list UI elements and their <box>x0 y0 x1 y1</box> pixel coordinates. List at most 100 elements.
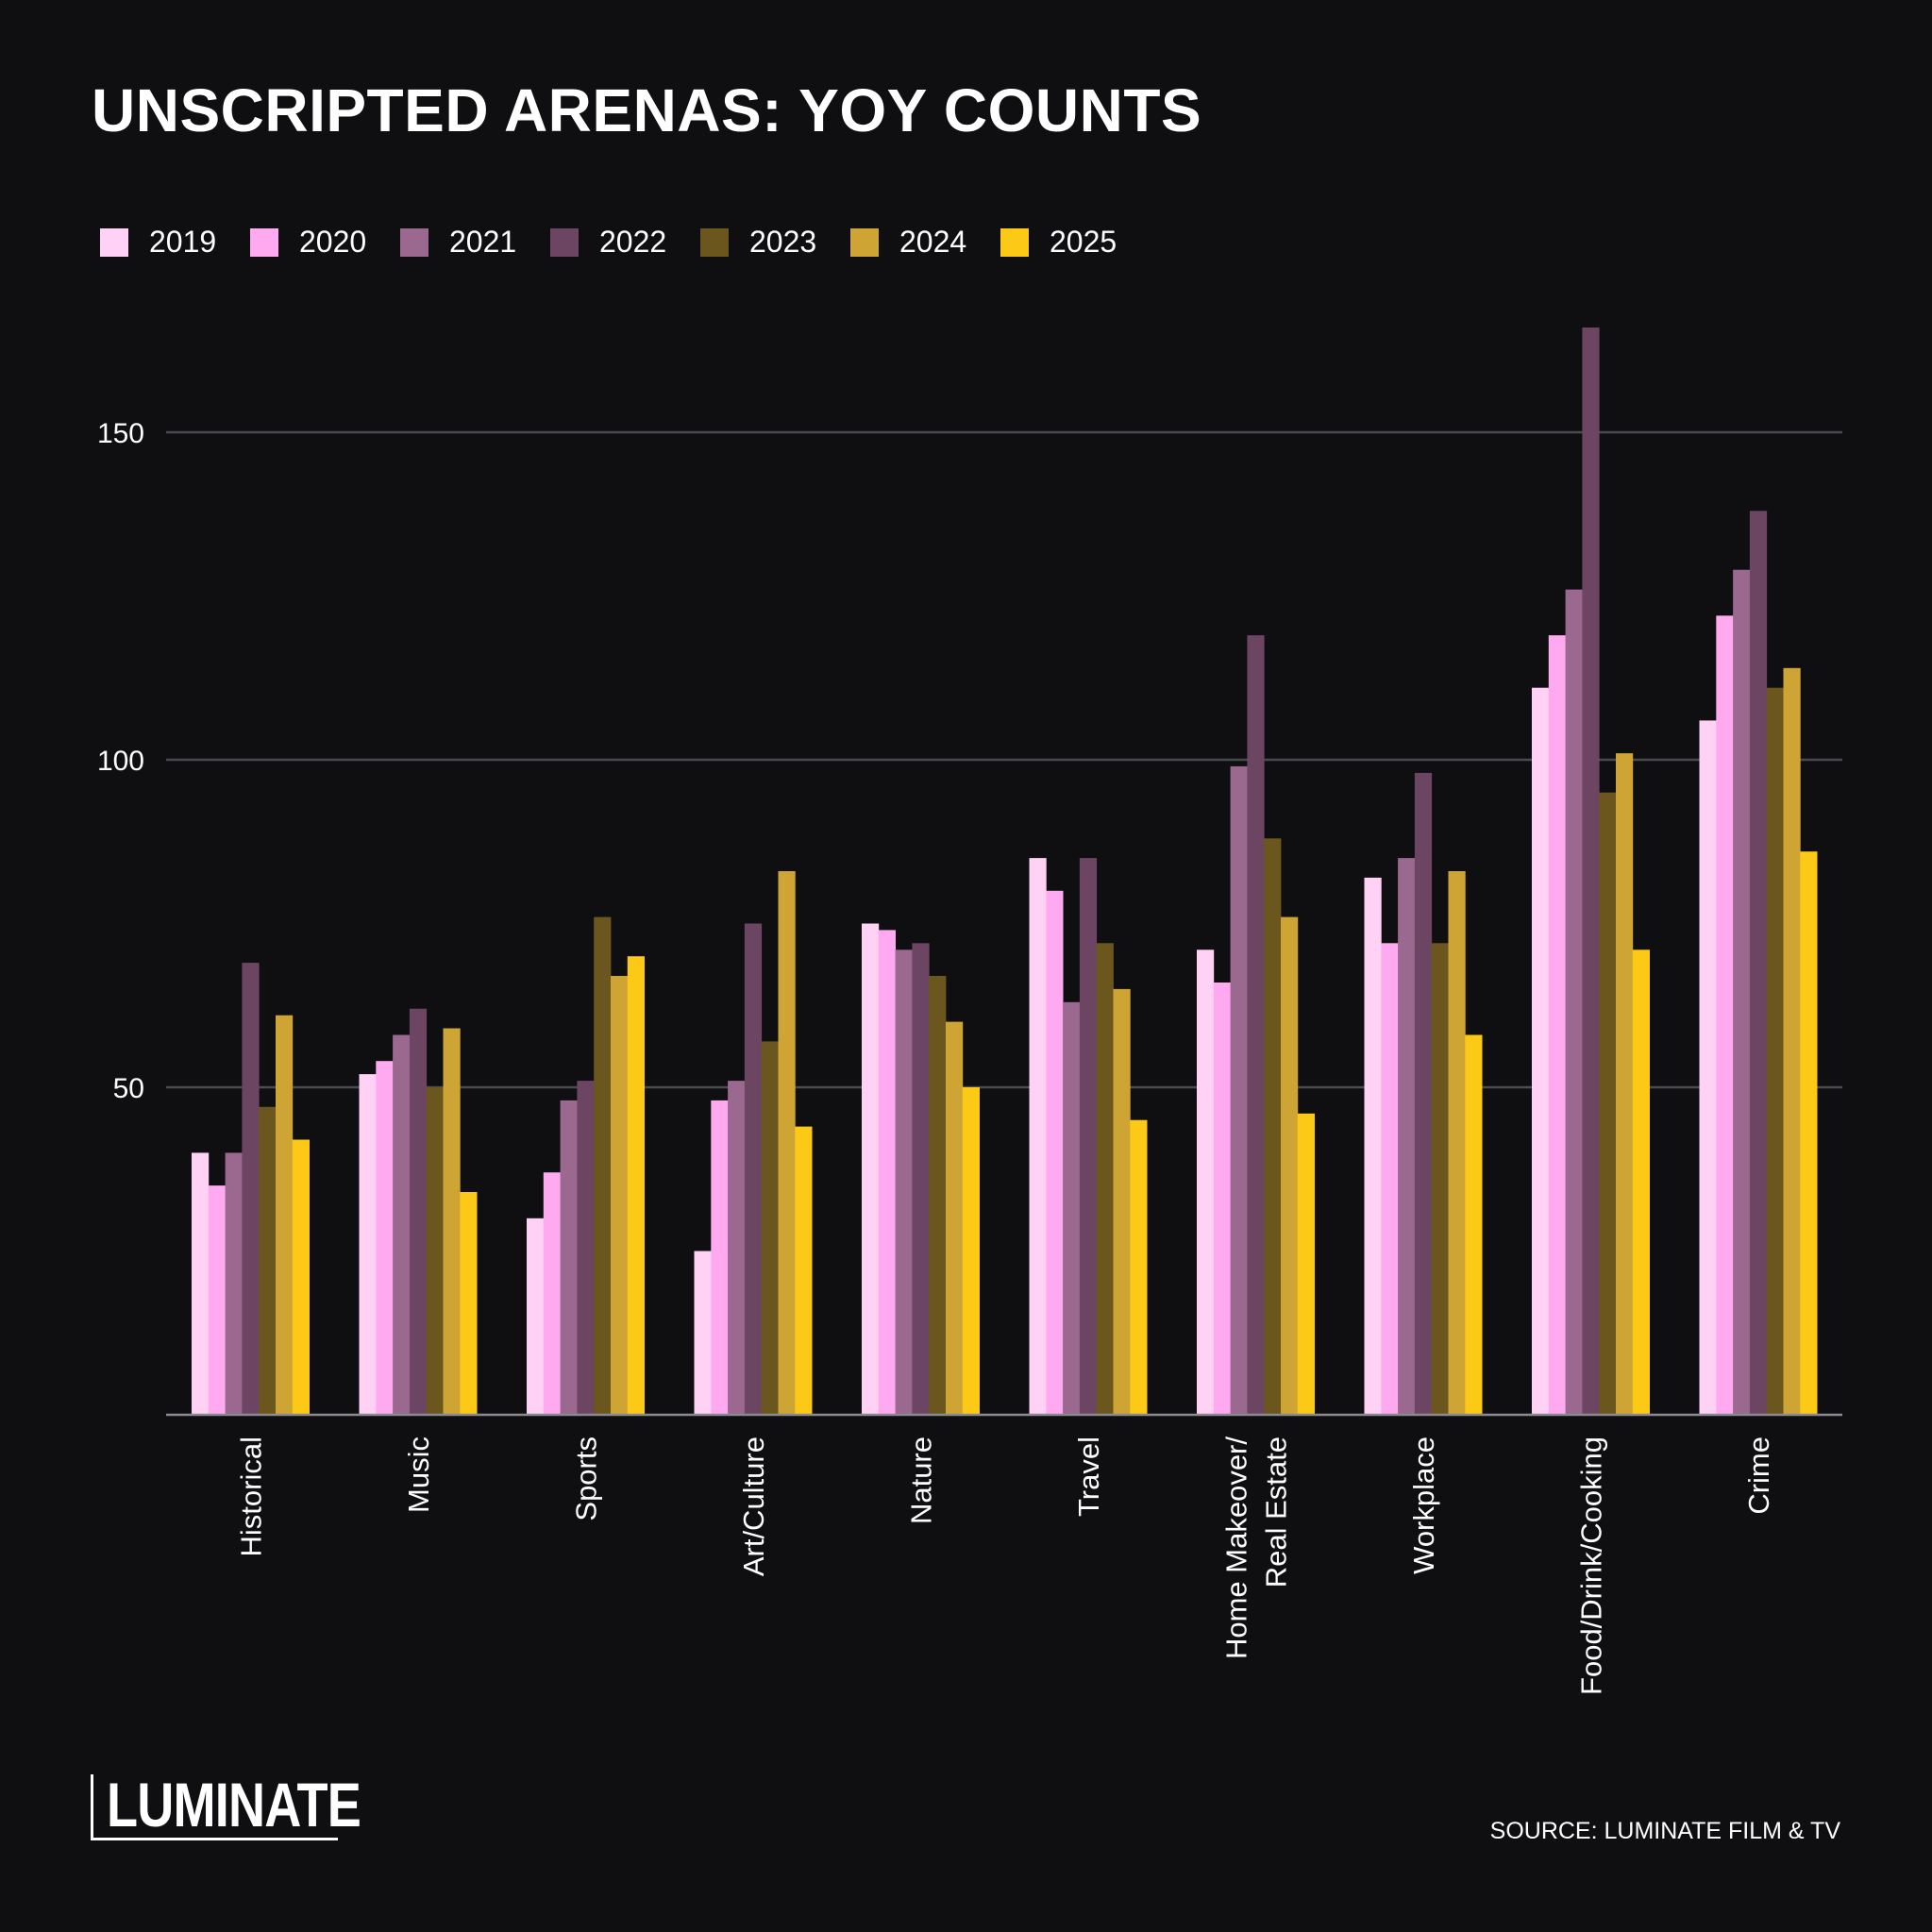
legend-swatch <box>550 227 579 257</box>
legend-swatch <box>250 227 278 257</box>
bar-2019-art-culture <box>694 1251 712 1415</box>
bar-2025-food-drink-cooking <box>1632 949 1650 1415</box>
bar-2023-home-makeover-real-estate <box>1264 838 1282 1415</box>
bar-2021-home-makeover-real-estate <box>1230 765 1248 1415</box>
x-tick-label: Workplace <box>1407 1436 1440 1574</box>
y-tick-label: 50 <box>113 1073 144 1104</box>
x-tick-label: Historical <box>234 1436 267 1556</box>
bar-2024-travel <box>1113 988 1131 1415</box>
bar-2020-food-drink-cooking <box>1548 635 1566 1415</box>
bar-2020-workplace <box>1381 943 1399 1415</box>
bar-2024-sports <box>611 976 629 1415</box>
bar-2021-workplace <box>1398 858 1416 1415</box>
bar-2024-home-makeover-real-estate <box>1281 916 1299 1415</box>
source-note: SOURCE: LUMINATE FILM & TV <box>1489 1818 1840 1844</box>
bar-2023-travel <box>1096 943 1114 1415</box>
legend-label: 2021 <box>449 225 517 259</box>
bar-2025-historical <box>292 1139 310 1415</box>
bar-2025-sports <box>627 956 645 1415</box>
legend-item-2023: 2023 <box>700 225 850 260</box>
legend-swatch <box>850 227 879 257</box>
bar-2025-music <box>460 1192 478 1415</box>
bar-2019-music <box>359 1074 377 1415</box>
x-tick-label: Crime <box>1742 1436 1775 1515</box>
luminate-logo: LUMINATE <box>91 1771 361 1840</box>
bar-2020-nature <box>878 930 896 1415</box>
bar-2019-crime <box>1699 720 1717 1415</box>
bar-2022-historical <box>242 963 260 1415</box>
bar-2022-sports <box>577 1081 595 1415</box>
bar-2022-art-culture <box>744 923 763 1415</box>
y-tick-label: 150 <box>97 418 144 449</box>
legend-item-2025: 2025 <box>1000 225 1151 260</box>
bar-2020-crime <box>1716 615 1734 1415</box>
bar-2022-music <box>409 1008 428 1415</box>
bar-2023-music <box>426 1087 444 1415</box>
bar-2021-nature <box>895 949 913 1415</box>
legend-item-2022: 2022 <box>550 225 700 260</box>
bar-2020-historical <box>208 1185 226 1415</box>
bar-2020-music <box>376 1061 394 1415</box>
bar-2021-travel <box>1063 1001 1081 1415</box>
bar-2023-art-culture <box>761 1041 779 1415</box>
legend-swatch <box>400 227 428 257</box>
chart-title: UNSCRIPTED ARENAS: YOY COUNTS <box>92 76 1202 144</box>
legend-label: 2025 <box>1050 225 1117 259</box>
bar-2023-crime <box>1766 687 1784 1415</box>
bar-2019-workplace <box>1364 877 1382 1415</box>
bar-2025-home-makeover-real-estate <box>1297 1113 1315 1415</box>
bar-2025-nature <box>962 1087 980 1415</box>
legend-label: 2019 <box>149 225 217 259</box>
bar-2022-food-drink-cooking <box>1582 328 1600 1415</box>
bar-2020-travel <box>1046 890 1064 1415</box>
bar-2024-historical <box>276 1015 294 1415</box>
y-tick-label: 100 <box>97 746 144 777</box>
bar-chart: 50 100 150 Historical Music Sports Art/Culture… <box>97 328 1842 1695</box>
legend-label: 2022 <box>599 225 667 259</box>
bar-2023-workplace <box>1431 943 1449 1415</box>
bar-2022-workplace <box>1414 772 1433 1415</box>
bar-2021-music <box>393 1034 411 1415</box>
legend-item-2020: 2020 <box>250 225 400 260</box>
bar-2024-food-drink-cooking <box>1616 753 1634 1415</box>
bar-2021-sports <box>560 1100 578 1415</box>
bar-2019-historical <box>192 1152 210 1415</box>
bar-2019-travel <box>1029 858 1047 1415</box>
bar-2022-travel <box>1079 858 1098 1415</box>
legend-swatch <box>700 227 729 257</box>
legend-item-2024: 2024 <box>850 225 1000 260</box>
legend-label: 2020 <box>299 225 367 259</box>
bar-2020-sports <box>543 1172 561 1415</box>
legend-item-2021: 2021 <box>400 225 550 260</box>
bar-2021-food-drink-cooking <box>1565 589 1583 1415</box>
bar-2025-workplace <box>1465 1034 1483 1415</box>
bar-2022-home-makeover-real-estate <box>1247 635 1265 1415</box>
bar-2019-nature <box>862 923 880 1415</box>
legend-item-2019: 2019 <box>100 225 250 260</box>
bar-2024-art-culture <box>778 871 796 1415</box>
x-tick-label: Nature <box>904 1436 937 1524</box>
bar-2023-sports <box>594 916 612 1415</box>
x-tick-label: Food/Drink/Cooking <box>1574 1436 1607 1695</box>
x-tick-label: Art/Culture <box>737 1436 770 1576</box>
x-tick-label: Music <box>402 1436 435 1513</box>
bar-2022-crime <box>1749 511 1768 1415</box>
x-tick-label: Travel <box>1072 1436 1105 1517</box>
legend-swatch <box>100 227 128 257</box>
bar-2021-art-culture <box>728 1081 746 1415</box>
bar-2025-travel <box>1130 1119 1148 1415</box>
bar-2024-music <box>443 1028 461 1415</box>
x-tick-label: Sports <box>569 1436 602 1521</box>
bar-2024-nature <box>946 1021 964 1415</box>
bar-2021-crime <box>1733 569 1751 1415</box>
bar-2019-home-makeover-real-estate <box>1197 949 1215 1415</box>
legend-label: 2024 <box>899 225 967 259</box>
bar-2020-art-culture <box>711 1100 729 1415</box>
bar-2021-historical <box>225 1152 243 1415</box>
bar-2023-food-drink-cooking <box>1599 792 1617 1415</box>
bar-2019-food-drink-cooking <box>1532 687 1550 1415</box>
bar-2022-nature <box>912 943 930 1415</box>
bar-2019-sports <box>527 1218 545 1415</box>
bar-2023-nature <box>929 976 947 1415</box>
bar-2024-workplace <box>1448 871 1466 1415</box>
